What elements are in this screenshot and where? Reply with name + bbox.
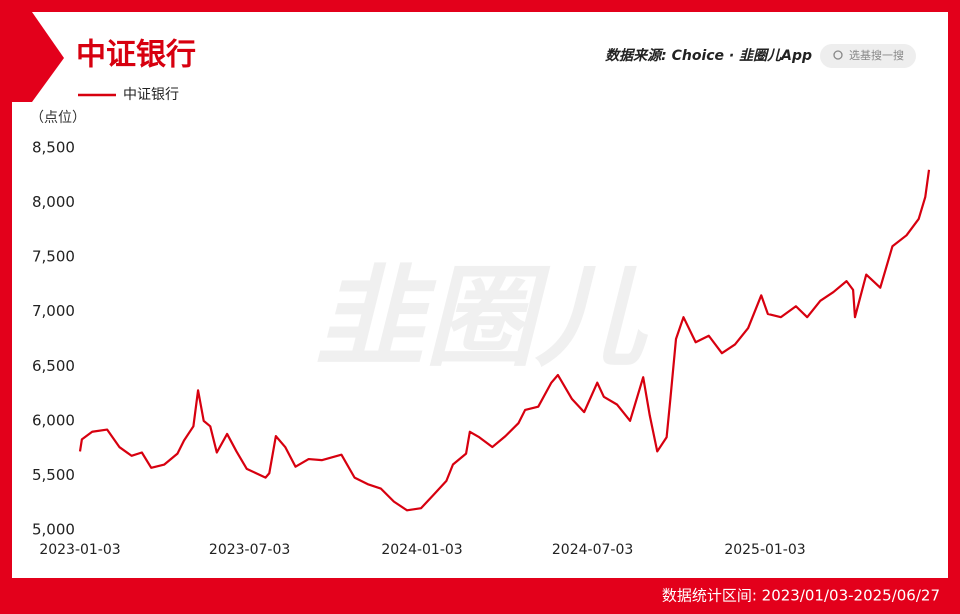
x-tick-label: 2023-01-03 [39, 542, 120, 558]
corner-mark [12, 12, 64, 102]
watermark: 韭圈儿 [315, 253, 649, 381]
y-tick-label: 5,500 [32, 466, 75, 484]
search-icon [833, 50, 843, 60]
y-tick-label: 8,000 [32, 193, 75, 211]
search-box[interactable] [820, 44, 916, 68]
x-tick-label: 2023-07-03 [209, 542, 290, 558]
x-tick-label: 2024-01-03 [381, 542, 462, 558]
panel [12, 12, 948, 578]
series-line [78, 169, 931, 512]
search-placeholder[interactable]: 选基搜一搜 [849, 48, 904, 62]
legend-label: 中证银行 [123, 87, 179, 103]
footer: 数据统计区间: 2023/01/03-2025/06/27 [662, 587, 940, 605]
y-tick-label: 8,500 [32, 139, 75, 157]
x-tick-label: 2025-01-03 [724, 542, 805, 558]
x-tick-label: 2024-07-03 [552, 542, 633, 558]
unit-label: （点位） [30, 110, 86, 126]
y-tick-label: 6,500 [32, 357, 75, 375]
chart-title: 中证银行 [76, 38, 196, 73]
y-tick-label: 7,500 [32, 248, 75, 266]
y-tick-label: 6,000 [32, 411, 75, 429]
source: 数据来源: Choice · 韭圈儿App [605, 47, 812, 64]
y-tick-label: 7,000 [32, 302, 75, 320]
y-tick-label: 5,000 [32, 521, 75, 539]
